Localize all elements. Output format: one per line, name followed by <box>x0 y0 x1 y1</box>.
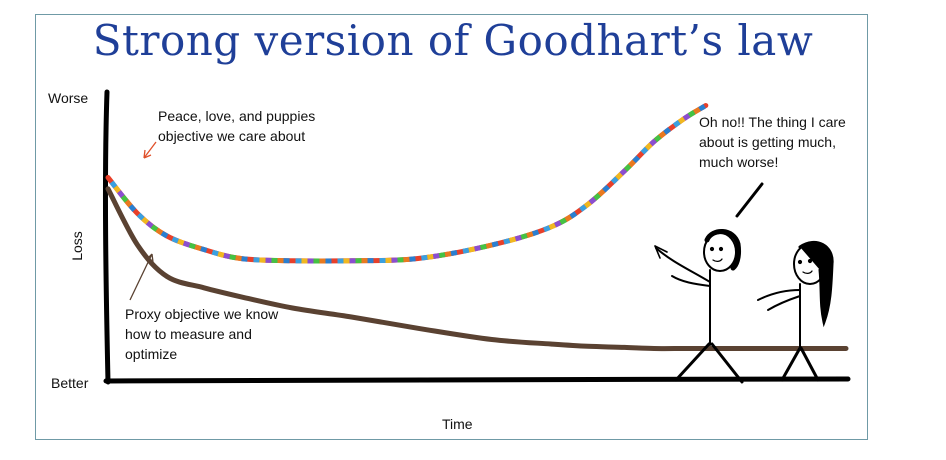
true-objective-arrow <box>143 141 157 159</box>
y-axis-label: Loss <box>68 231 85 261</box>
y-tick-worse: Worse <box>48 90 89 106</box>
true-objective-line-colour-1 <box>106 103 708 264</box>
slide-frame <box>35 14 868 440</box>
y-tick-better: Better <box>51 375 89 391</box>
true-objective-line <box>105 103 709 264</box>
true-objective-line-colour-2 <box>106 103 708 264</box>
proxy-objective-label: Proxy objective we know how to measure a… <box>125 306 279 362</box>
x-axis-label: Time <box>442 416 473 432</box>
speech-bubble-text: Oh no!! The thing I care about is gettin… <box>699 114 846 170</box>
second-figure-icon <box>757 240 834 382</box>
x-axis <box>103 376 851 384</box>
worried-figure-icon <box>654 229 744 384</box>
proxy-objective-arrow <box>129 253 154 301</box>
true-objective-label: Peace, love, and puppies objective we ca… <box>158 108 316 144</box>
y-axis <box>102 89 111 385</box>
proxy-objective-line <box>105 186 849 352</box>
speech-line <box>735 182 764 218</box>
slide-title: Strong version of Goodhart’s law <box>92 16 814 65</box>
